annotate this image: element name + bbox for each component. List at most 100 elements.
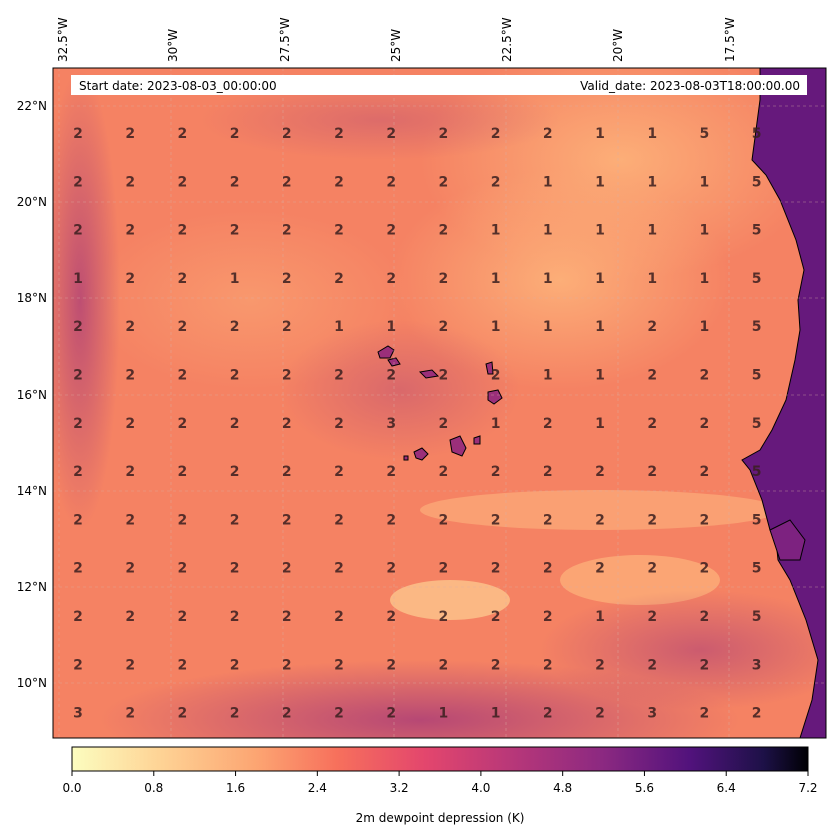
colorbar-tick-label: 4.8 bbox=[553, 781, 572, 795]
cell-value: 2 bbox=[230, 512, 240, 528]
lon-tick-label: 22.5°W bbox=[500, 17, 514, 62]
cell-value: 2 bbox=[647, 319, 657, 335]
africa-landmass bbox=[741, 68, 826, 738]
cell-value: 2 bbox=[647, 464, 657, 480]
cell-value: 1 bbox=[595, 416, 605, 432]
cell-value: 3 bbox=[230, 802, 240, 818]
cell-value: 2 bbox=[386, 174, 396, 190]
cell-value: 2 bbox=[334, 368, 344, 384]
cell-value: 1 bbox=[386, 319, 396, 335]
lat-tick-label: 16°N bbox=[17, 388, 47, 402]
lon-tick-label: 20°W bbox=[611, 29, 625, 62]
cell-value: 2 bbox=[125, 319, 135, 335]
cell-value: 2 bbox=[491, 464, 501, 480]
cell-value: 2 bbox=[491, 609, 501, 625]
cell-value: 2 bbox=[647, 416, 657, 432]
cell-value: 2 bbox=[73, 464, 83, 480]
cell-value: 2 bbox=[178, 464, 188, 480]
cell-value: 2 bbox=[73, 802, 83, 818]
cell-value: 1 bbox=[230, 271, 240, 287]
colorbar: 0.0 0.8 1.6 2.4 3.2 4.0 4.8 5.6 6.4 7.2 2m dewpoi… bbox=[62, 746, 818, 825]
cell-value: 1 bbox=[491, 223, 501, 239]
cell-value: 2 bbox=[73, 416, 83, 432]
start-date-label: Start date: 2023-08-03_00:00:00 bbox=[79, 79, 277, 93]
cell-value: 2 bbox=[178, 223, 188, 239]
colorbar-tick-label: 0.0 bbox=[62, 781, 81, 795]
cell-value: 2 bbox=[125, 126, 135, 142]
cell-value: 2 bbox=[282, 561, 292, 577]
cell-value: 5 bbox=[752, 223, 762, 239]
longitude-ticks: 32.5°W 30°W 27.5°W 25°W 22.5°W 20°W 17.5… bbox=[56, 17, 737, 62]
cell-value: 2 bbox=[752, 706, 762, 722]
cell-value: 2 bbox=[334, 561, 344, 577]
cell-value: 1 bbox=[647, 271, 657, 287]
cell-value: 2 bbox=[73, 319, 83, 335]
cell-value: 2 bbox=[230, 657, 240, 673]
colorbar-tick-label: 1.6 bbox=[226, 781, 245, 795]
lon-tick-label: 25°W bbox=[389, 29, 403, 62]
cell-value: 2 bbox=[125, 416, 135, 432]
cell-value: 2 bbox=[282, 512, 292, 528]
cell-value: 1 bbox=[491, 416, 501, 432]
cell-value: 1 bbox=[700, 271, 710, 287]
cell-value: 2 bbox=[73, 512, 83, 528]
cell-value: 2 bbox=[543, 416, 553, 432]
cell-value: 1 bbox=[334, 319, 344, 335]
lon-tick-label: 27.5°W bbox=[278, 17, 292, 62]
lat-tick-label: 20°N bbox=[17, 195, 47, 209]
cell-value: 2 bbox=[125, 368, 135, 384]
cell-value: 2 bbox=[700, 609, 710, 625]
cell-value: 1 bbox=[439, 706, 449, 722]
cell-value: 2 bbox=[282, 609, 292, 625]
cell-value: 2 bbox=[230, 416, 240, 432]
cell-value: 2 bbox=[230, 706, 240, 722]
cell-value: 2 bbox=[125, 512, 135, 528]
cell-value: 2 bbox=[334, 609, 344, 625]
cell-value: 5 bbox=[752, 126, 762, 142]
cell-value: 2 bbox=[700, 706, 710, 722]
cell-value: 3 bbox=[647, 706, 657, 722]
cell-value: 5 bbox=[752, 319, 762, 335]
cell-value: 1 bbox=[700, 223, 710, 239]
cell-value: 2 bbox=[178, 657, 188, 673]
cell-value: 2 bbox=[386, 464, 396, 480]
cell-value: 2 bbox=[334, 706, 344, 722]
cell-value: 1 bbox=[595, 174, 605, 190]
cell-value: 2 bbox=[386, 512, 396, 528]
cell-value: 5 bbox=[752, 464, 762, 480]
cell-value: 2 bbox=[491, 126, 501, 142]
cell-value: 2 bbox=[334, 416, 344, 432]
cell-value: 2 bbox=[125, 802, 135, 818]
cell-value: 2 bbox=[439, 561, 449, 577]
cell-value: 2 bbox=[230, 368, 240, 384]
cell-value: 2 bbox=[73, 368, 83, 384]
cell-value: 1 bbox=[595, 223, 605, 239]
cell-value: 2 bbox=[334, 126, 344, 142]
cell-value: 2 bbox=[230, 464, 240, 480]
cell-value: 2 bbox=[125, 223, 135, 239]
lat-tick-label: 14°N bbox=[17, 484, 47, 498]
cell-value: 2 bbox=[125, 657, 135, 673]
cell-value: 2 bbox=[439, 512, 449, 528]
cell-value: 2 bbox=[543, 126, 553, 142]
cell-value: 2 bbox=[439, 223, 449, 239]
cell-value: 2 bbox=[700, 512, 710, 528]
latitude-ticks: 22°N 20°N 18°N 16°N 14°N 12°N 10°N bbox=[17, 99, 47, 690]
cell-value: 2 bbox=[439, 271, 449, 287]
colorbar-tick-label: 5.6 bbox=[635, 781, 654, 795]
valid-date-label: Valid_date: 2023-08-03T18:00:00.00 bbox=[580, 79, 800, 93]
cell-value: 3 bbox=[752, 657, 762, 673]
cell-value: 1 bbox=[543, 174, 553, 190]
cell-value: 2 bbox=[125, 174, 135, 190]
cell-value: 3 bbox=[543, 802, 553, 818]
cell-value: 2 bbox=[595, 464, 605, 480]
lon-tick-label: 30°W bbox=[166, 29, 180, 62]
cell-value: 2 bbox=[125, 464, 135, 480]
cell-value: 2 bbox=[334, 271, 344, 287]
colorbar-tick-label: 0.8 bbox=[144, 781, 163, 795]
cell-value: 1 bbox=[491, 319, 501, 335]
cell-value: 2 bbox=[386, 271, 396, 287]
cell-value: 2 bbox=[491, 174, 501, 190]
cell-value: 2 bbox=[282, 416, 292, 432]
cell-value: 2 bbox=[334, 223, 344, 239]
